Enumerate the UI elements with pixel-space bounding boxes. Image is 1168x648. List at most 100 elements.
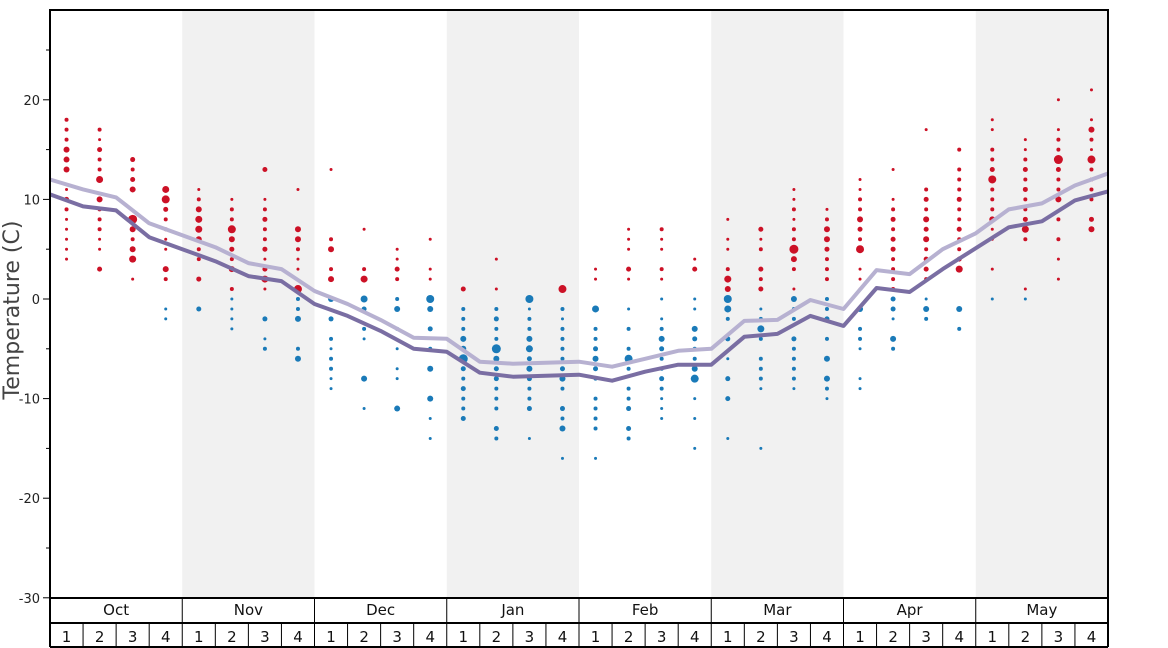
data-point [989, 167, 995, 173]
week-label: 2 [492, 628, 502, 646]
data-point [461, 316, 466, 321]
data-point [130, 157, 136, 163]
data-point [1022, 216, 1028, 222]
data-point [362, 267, 367, 272]
data-point [163, 206, 169, 212]
data-point [1056, 177, 1061, 182]
month-label-apr: Apr [897, 601, 924, 619]
week-label: 1 [855, 628, 865, 646]
data-point [525, 345, 533, 353]
data-point [362, 326, 367, 331]
data-point [493, 425, 499, 431]
data-point [758, 366, 763, 371]
data-point [1023, 157, 1028, 162]
data-point [460, 386, 466, 392]
month-label-may: May [1026, 601, 1057, 619]
data-point [990, 147, 995, 152]
data-point [263, 257, 267, 261]
data-point [63, 156, 70, 163]
week-label: 3 [525, 628, 535, 646]
data-point [957, 326, 962, 331]
data-point [493, 376, 499, 382]
data-point [65, 247, 69, 251]
data-point [329, 336, 334, 341]
data-point [195, 206, 202, 213]
data-point [329, 356, 334, 361]
data-point [196, 247, 201, 252]
data-point [97, 266, 103, 272]
data-point [262, 227, 267, 232]
data-point [791, 237, 796, 242]
week-label: 3 [128, 628, 138, 646]
data-point [592, 355, 599, 362]
data-point [560, 356, 565, 361]
data-point [858, 237, 863, 242]
data-point [924, 297, 928, 301]
data-point [228, 236, 235, 243]
week-label: 4 [161, 628, 171, 646]
data-point [329, 387, 333, 391]
data-point [96, 196, 103, 203]
data-point [990, 297, 994, 301]
data-point [759, 446, 763, 450]
data-point [891, 197, 895, 201]
data-point [1056, 128, 1060, 132]
data-point [262, 216, 268, 222]
data-point [229, 257, 234, 262]
data-point [724, 275, 732, 283]
data-point [97, 157, 102, 162]
data-point [660, 237, 664, 241]
data-point [1055, 196, 1062, 203]
data-point [328, 316, 334, 322]
data-point [758, 266, 764, 272]
data-point [627, 227, 631, 231]
data-point [858, 187, 862, 191]
data-point [891, 207, 896, 212]
data-point [957, 207, 962, 212]
data-point [129, 246, 136, 253]
data-point [195, 225, 203, 233]
data-point [627, 237, 631, 241]
data-point [823, 226, 830, 233]
data-point [957, 247, 962, 252]
data-point [98, 247, 102, 251]
data-point [559, 406, 565, 412]
data-point [395, 247, 399, 251]
data-point [1089, 187, 1094, 192]
data-point [461, 306, 466, 311]
data-point [693, 446, 697, 450]
data-point [594, 277, 598, 281]
data-point [758, 277, 763, 282]
data-point [560, 336, 565, 341]
data-point [230, 327, 234, 331]
data-point [328, 246, 335, 253]
data-point [890, 296, 896, 302]
data-point [858, 336, 863, 341]
data-point [1056, 187, 1061, 192]
data-point [924, 187, 929, 192]
data-point [164, 317, 168, 321]
month-label-nov: Nov [234, 601, 263, 619]
data-point [494, 336, 499, 341]
data-point [329, 377, 333, 381]
data-point [627, 277, 631, 281]
data-point [98, 237, 102, 241]
data-point [660, 417, 664, 421]
data-point [626, 346, 631, 351]
data-point [824, 306, 829, 311]
data-point [924, 316, 929, 321]
data-point [360, 275, 368, 283]
data-point [923, 226, 929, 232]
data-point [329, 267, 334, 272]
month-label-mar: Mar [763, 601, 792, 619]
data-point [296, 187, 300, 191]
data-point [923, 266, 929, 272]
data-point [791, 376, 796, 381]
data-point [823, 236, 830, 243]
data-point [724, 286, 731, 293]
data-point [329, 168, 333, 172]
data-point [627, 247, 631, 251]
month-shade-may [975, 10, 1108, 598]
data-point [792, 287, 796, 291]
y-tick-label: -30 [19, 592, 40, 607]
